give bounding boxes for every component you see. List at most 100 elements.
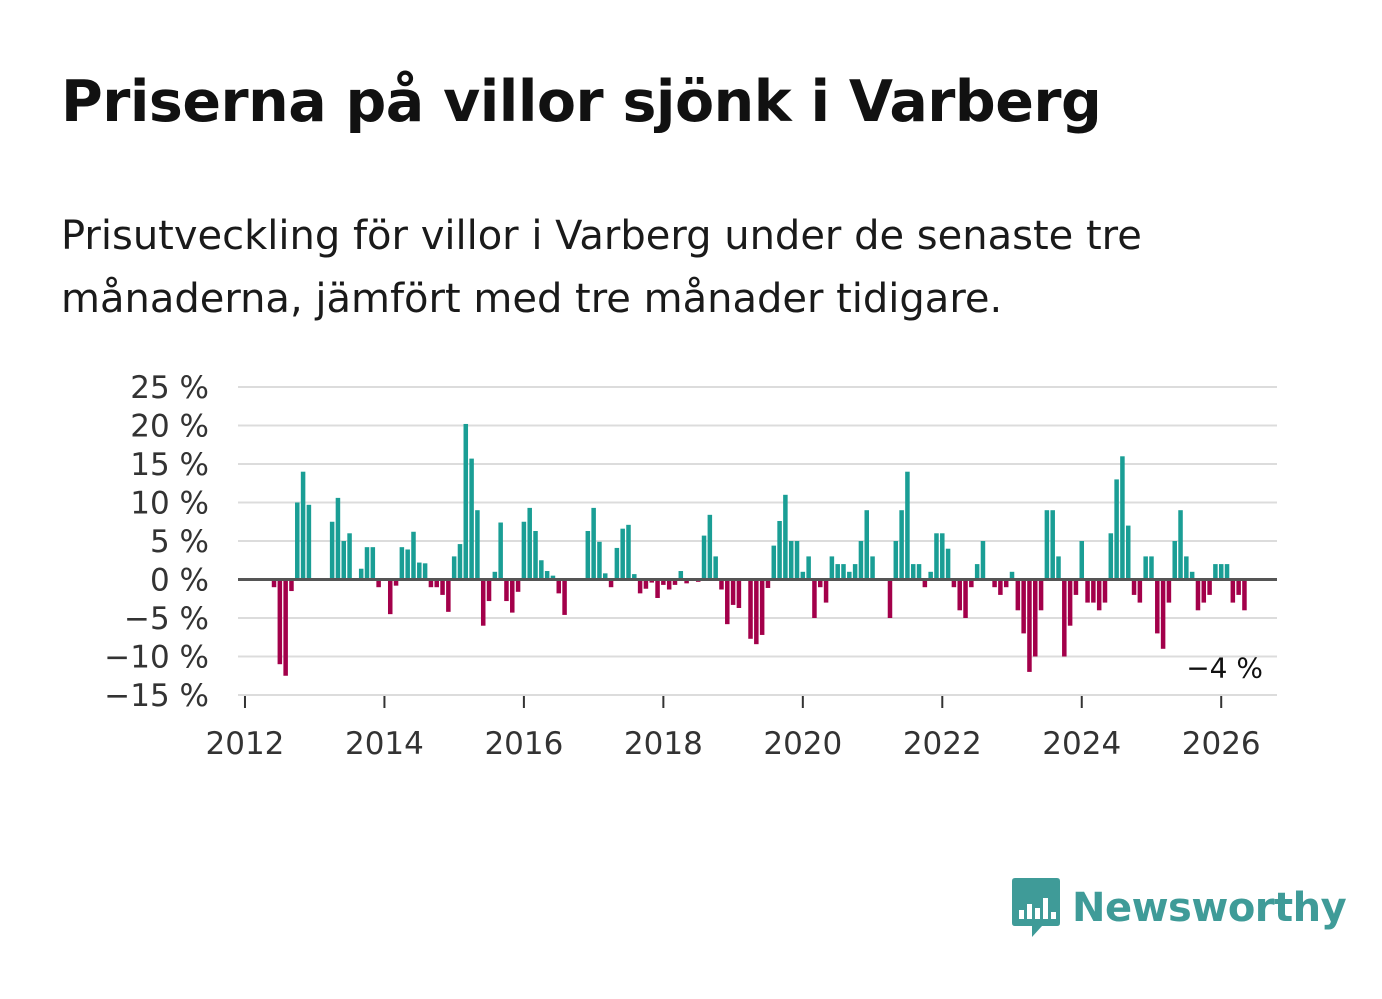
bar	[527, 507, 532, 580]
bar	[626, 524, 631, 580]
bar	[1160, 579, 1166, 649]
bar	[1172, 541, 1177, 580]
bar	[306, 504, 312, 580]
bar	[387, 579, 393, 615]
bar	[788, 541, 794, 580]
bar	[300, 471, 306, 580]
bar	[1201, 579, 1207, 603]
bar	[277, 579, 283, 665]
newsworthy-logo: Newsworthy	[1010, 876, 1347, 940]
bar	[1056, 556, 1061, 580]
bar	[945, 548, 951, 580]
bar	[719, 579, 724, 590]
bar	[1102, 579, 1108, 603]
bar	[480, 579, 486, 626]
bar	[1218, 564, 1224, 580]
bar	[341, 541, 347, 580]
bar	[1155, 579, 1160, 634]
bar	[1120, 456, 1125, 580]
y-tick-label: −10 %	[104, 640, 209, 676]
bar	[1166, 579, 1172, 603]
bar	[974, 564, 980, 580]
bar	[632, 574, 637, 580]
bar	[998, 579, 1003, 595]
bar	[1073, 579, 1079, 595]
chart-title: Priserna på villor sjönk i Varberg	[61, 69, 1102, 135]
labels: −4 %	[1186, 651, 1263, 684]
y-tick-label: −15 %	[104, 678, 209, 714]
bar	[1085, 579, 1090, 603]
bar	[1038, 579, 1044, 611]
y-tick-label: 20 %	[130, 409, 209, 445]
bar	[329, 521, 335, 580]
bar	[823, 579, 829, 603]
bar	[492, 571, 498, 580]
bar	[283, 579, 288, 676]
bar	[1062, 579, 1067, 657]
y-tick-label: 15 %	[130, 447, 209, 483]
bar	[847, 571, 852, 580]
bar	[928, 571, 933, 580]
bar	[951, 579, 957, 588]
bar	[1149, 556, 1154, 580]
bar	[603, 573, 608, 580]
bar	[1184, 556, 1189, 580]
bar	[1067, 579, 1073, 626]
bar	[870, 556, 875, 580]
bar	[271, 579, 277, 588]
bar	[364, 547, 370, 580]
bar	[451, 556, 457, 580]
bar	[1213, 564, 1218, 580]
bar	[1003, 579, 1009, 588]
last-value-label: −4 %	[1186, 651, 1263, 684]
bar	[533, 530, 538, 580]
bar	[893, 541, 899, 580]
bar	[1079, 541, 1085, 580]
axes: 25 %20 %15 %10 %5 %0 %−5 %−10 %−15 % 2012…	[104, 370, 1277, 762]
bar	[370, 547, 376, 580]
bar	[1108, 533, 1114, 580]
bar	[411, 531, 416, 580]
bar	[771, 545, 777, 580]
bar	[475, 510, 480, 580]
bar	[812, 579, 817, 618]
chart-subtitle: Prisutveckling för villor i Varberg unde…	[61, 213, 1142, 322]
bar	[591, 507, 596, 580]
bar	[765, 579, 771, 588]
bars	[271, 423, 1247, 676]
bar	[597, 541, 602, 580]
x-tick-label: 2018	[624, 726, 703, 762]
bar	[550, 575, 556, 580]
bar	[748, 579, 753, 639]
x-tick-label: 2022	[903, 726, 982, 762]
bar	[1096, 579, 1102, 611]
bar	[684, 579, 689, 584]
bar	[1224, 564, 1230, 580]
bar	[335, 497, 341, 580]
bar	[1091, 579, 1096, 603]
bar	[515, 579, 521, 592]
bar	[934, 533, 939, 580]
bar	[922, 579, 928, 588]
bar	[1114, 479, 1119, 580]
bar	[672, 579, 678, 585]
bar	[783, 494, 788, 580]
bar-chart-speech-bubble-icon	[1012, 878, 1060, 937]
bar	[794, 541, 800, 580]
bar	[399, 547, 405, 580]
bar	[754, 579, 759, 645]
y-tick-label: −5 %	[124, 601, 209, 637]
bar	[701, 535, 707, 580]
y-tick-label: 10 %	[130, 486, 209, 522]
bar	[440, 579, 445, 595]
x-tick-label: 2020	[763, 726, 842, 762]
bar	[486, 579, 492, 602]
bar	[463, 423, 469, 580]
bar	[678, 571, 684, 580]
bar-chart: 25 %20 %15 %10 %5 %0 %−5 %−10 %−15 % 2012…	[104, 370, 1277, 762]
bar	[800, 571, 806, 580]
bar	[434, 579, 439, 588]
bar	[1015, 579, 1021, 611]
x-tick-label: 2014	[345, 726, 424, 762]
bar	[544, 571, 550, 580]
